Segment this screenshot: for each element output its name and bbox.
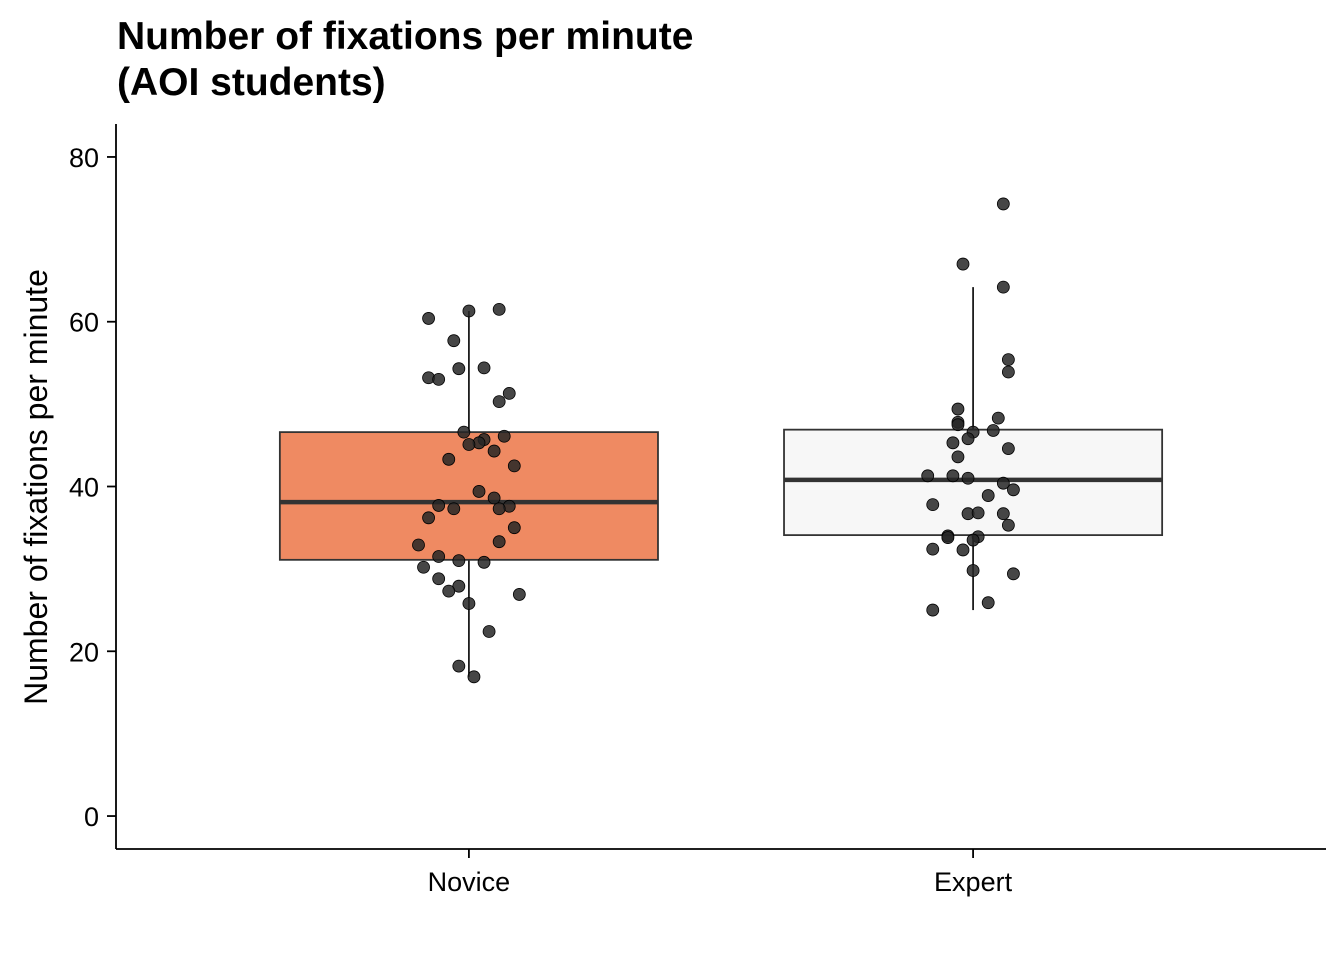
x-tick-label: Novice	[428, 867, 511, 897]
data-point	[951, 418, 965, 432]
y-tick-label: 60	[69, 308, 99, 338]
axes: 0 20 40 60 80 Novice Expert	[69, 124, 1326, 897]
box-novice	[278, 431, 659, 561]
data-point	[507, 521, 521, 535]
data-point	[951, 450, 965, 464]
y-tick-label: 40	[69, 473, 99, 503]
data-point	[497, 429, 511, 443]
data-point	[432, 550, 446, 563]
data-point	[926, 542, 940, 556]
data-point	[1007, 567, 1020, 581]
data-point	[921, 469, 935, 483]
data-point	[986, 424, 1000, 437]
data-point	[417, 560, 430, 574]
box-group-expert	[783, 197, 1164, 617]
data-point	[1001, 518, 1015, 532]
data-point	[447, 502, 461, 516]
chart-title: Number of fixations per minute (AOI stud…	[117, 14, 693, 106]
data-point	[951, 402, 965, 416]
data-point	[452, 659, 466, 673]
data-point	[966, 564, 980, 577]
data-point	[492, 502, 506, 516]
data-point	[996, 507, 1010, 521]
data-point	[477, 361, 491, 375]
data-point	[996, 197, 1010, 211]
data-point	[981, 596, 995, 610]
data-point	[926, 498, 940, 512]
y-tick-label: 20	[69, 637, 99, 667]
y-axis-title: Number of fixations per minute	[18, 269, 54, 705]
data-point	[487, 491, 501, 505]
data-point	[442, 584, 456, 598]
data-point	[512, 588, 526, 601]
data-point	[981, 489, 995, 502]
data-point	[966, 533, 980, 547]
data-point	[946, 469, 960, 483]
data-point	[1001, 365, 1015, 379]
data-point	[1001, 442, 1015, 456]
data-point	[956, 543, 970, 557]
data-point	[422, 511, 435, 525]
data-point	[961, 432, 975, 446]
data-point	[1007, 483, 1020, 497]
box-group-novice	[278, 302, 659, 684]
data-point	[472, 485, 486, 498]
data-point	[422, 312, 435, 325]
data-point	[941, 531, 955, 544]
data-point	[991, 411, 1005, 425]
x-tick-label: Expert	[934, 867, 1013, 897]
data-point	[956, 257, 970, 271]
y-tick-label: 80	[69, 143, 99, 173]
data-point	[462, 438, 476, 451]
data-point	[996, 476, 1010, 490]
data-point	[452, 579, 466, 593]
data-point	[447, 334, 461, 348]
y-tick-label: 0	[84, 802, 99, 832]
data-point	[482, 625, 496, 638]
data-point	[946, 436, 960, 450]
data-point	[462, 304, 476, 318]
data-point	[432, 499, 446, 512]
data-point	[462, 597, 476, 610]
data-point	[442, 452, 456, 466]
box-expert	[783, 428, 1164, 537]
chart-title-line-1: Number of fixations per minute	[117, 15, 694, 58]
data-point	[467, 670, 481, 684]
data-point	[507, 459, 521, 473]
chart-title-line-2: (AOI students)	[117, 61, 386, 104]
data-point	[502, 387, 516, 400]
data-point	[492, 302, 506, 316]
data-point	[492, 395, 506, 409]
data-point	[452, 362, 466, 376]
data-point	[477, 555, 491, 569]
data-point	[961, 471, 975, 485]
data-point	[971, 506, 985, 520]
data-point	[926, 603, 940, 617]
data-point	[492, 535, 506, 549]
data-point	[412, 538, 425, 552]
data-point	[457, 425, 471, 439]
data-point	[1001, 353, 1015, 367]
data-point	[996, 280, 1010, 294]
data-point	[452, 554, 466, 568]
data-point	[432, 572, 446, 586]
data-point	[432, 372, 446, 386]
plot-marks	[278, 197, 1164, 684]
data-point	[487, 444, 501, 458]
